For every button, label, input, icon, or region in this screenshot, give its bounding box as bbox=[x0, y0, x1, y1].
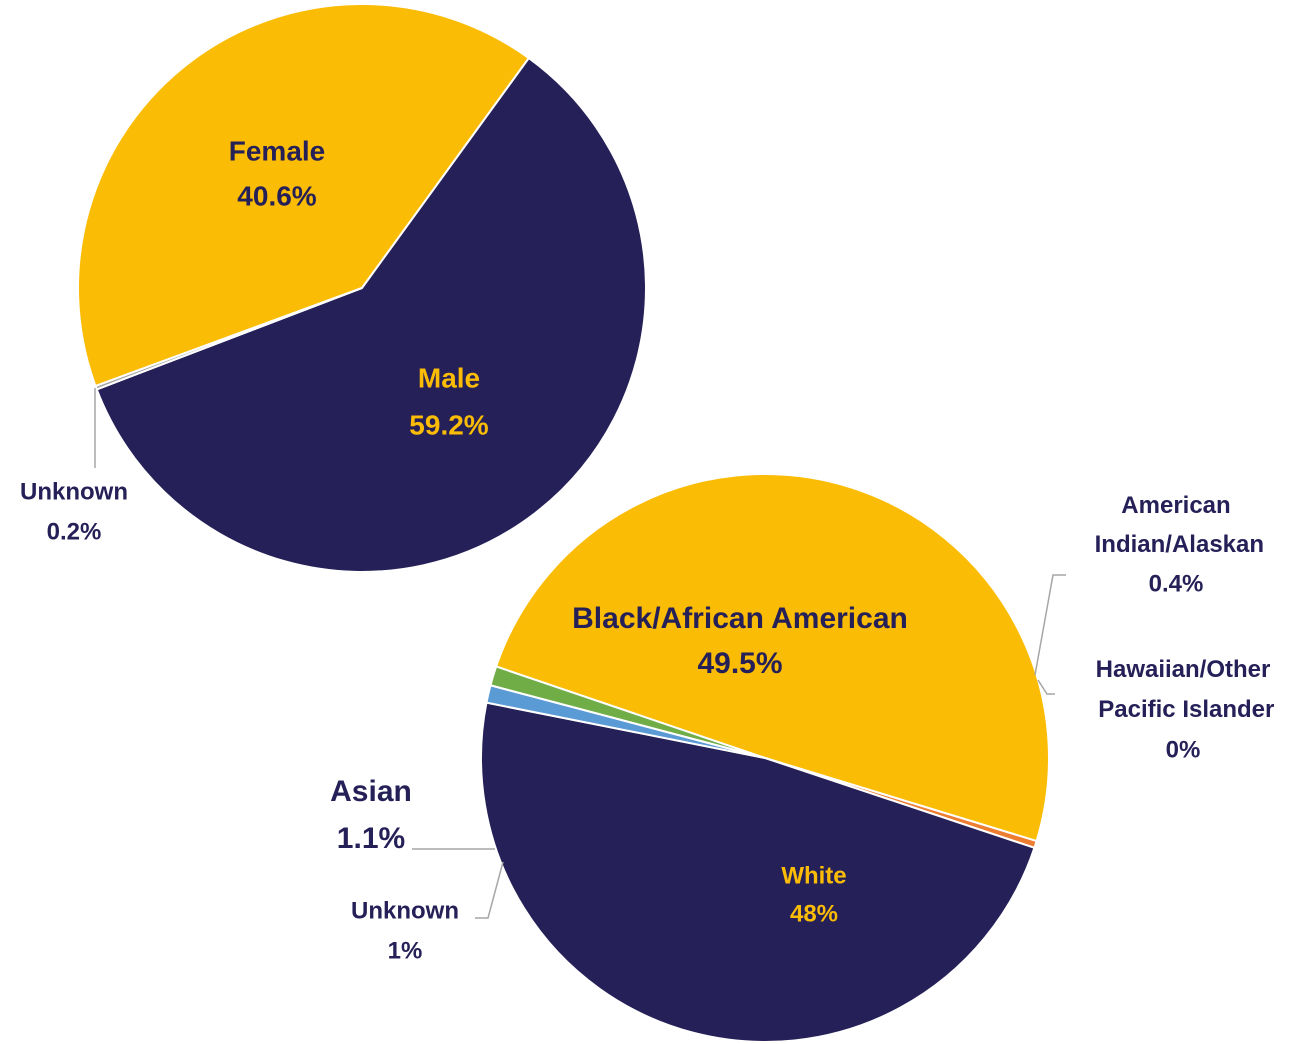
category-label: Female bbox=[229, 135, 326, 166]
category-label: White bbox=[781, 862, 846, 889]
value-label: 0.2% bbox=[47, 518, 102, 545]
value-label: 0.4% bbox=[1149, 570, 1204, 597]
pie-slice bbox=[494, 473, 1050, 843]
leader-line bbox=[1034, 574, 1066, 676]
category-label: Male bbox=[418, 362, 480, 393]
leader-line bbox=[1037, 679, 1055, 695]
leader-line bbox=[475, 861, 504, 919]
pie-slice bbox=[95, 56, 647, 573]
value-label: 0% bbox=[1166, 736, 1201, 763]
value-label: 48% bbox=[790, 900, 838, 927]
value-label: 1.1% bbox=[337, 822, 405, 855]
category-label: Unknown bbox=[351, 897, 459, 924]
category-label: Black/African American bbox=[572, 602, 908, 635]
value-label: 49.5% bbox=[697, 647, 782, 680]
category-label: Hawaiian/Other Pacific Islander bbox=[1092, 656, 1275, 723]
value-label: 40.6% bbox=[237, 180, 316, 211]
value-label: 59.2% bbox=[409, 409, 488, 440]
slices bbox=[77, 3, 1050, 1043]
category-label: Asian bbox=[330, 775, 412, 808]
category-label: American Indian/Alaskan bbox=[1088, 492, 1264, 558]
pie-slice bbox=[77, 3, 531, 388]
labels: Female 40.6% Male 59.2% Unknown 0.2% Black/Afr… bbox=[20, 135, 1274, 964]
pie-slice bbox=[479, 701, 1036, 1043]
value-label: 1% bbox=[388, 937, 423, 964]
pie-slice bbox=[94, 287, 363, 391]
category-label: Unknown bbox=[20, 478, 128, 505]
pie-slice bbox=[489, 665, 766, 759]
